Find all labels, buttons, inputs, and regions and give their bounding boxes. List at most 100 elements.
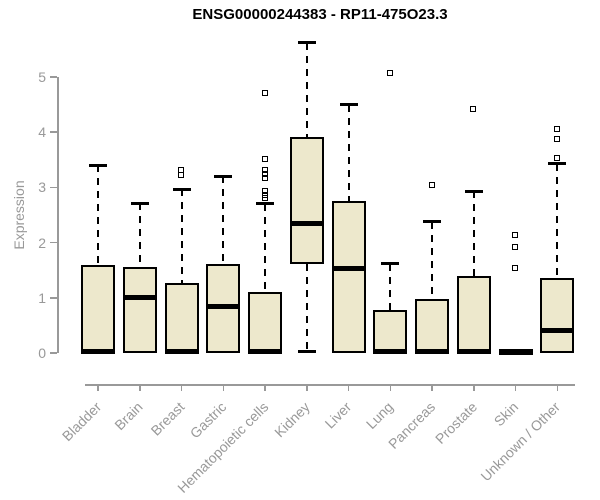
median-line-prostate (456, 348, 491, 354)
upper-whisker-cap-kidney (297, 41, 316, 45)
outlier-point-lung (386, 69, 393, 76)
x-category-label-brain: Brain (111, 398, 146, 434)
upper-whisker-kidney (305, 42, 308, 138)
upper-whisker-cap-pancreas (423, 220, 442, 224)
x-axis-tick (97, 384, 99, 391)
x-axis-tick (180, 384, 183, 391)
upper-whisker-cap-gastric (214, 174, 233, 178)
outlier-point-hematopoietic-cells (261, 90, 268, 97)
median-line-bladder (81, 348, 115, 354)
median-line-hematopoietic-cells (248, 348, 283, 354)
upper-whisker-bladder (97, 165, 99, 265)
x-axis-line (85, 384, 575, 386)
upper-whisker-brain (138, 203, 141, 267)
x-category-label-bladder: Bladder (58, 398, 104, 445)
x-category-label-breast: Breast (147, 398, 188, 439)
y-axis-tick (50, 241, 57, 244)
median-line-gastric (206, 303, 241, 309)
upper-whisker-hematopoietic-cells (264, 203, 267, 293)
upper-whisker-cap-liver (339, 103, 358, 107)
box-prostate (456, 276, 491, 353)
upper-whisker-gastric (222, 176, 225, 265)
upper-whisker-cap-brain (130, 201, 149, 205)
y-axis-tick (50, 297, 57, 299)
y-axis-tick (50, 76, 57, 78)
outlier-point-hematopoietic-cells (261, 195, 268, 202)
x-axis-tick (473, 384, 475, 391)
median-line-skin (498, 349, 533, 355)
outlier-point-unknown-other (553, 126, 560, 133)
upper-whisker-unknown-other (556, 163, 559, 278)
y-tick-label: 4 (38, 124, 46, 141)
x-axis-tick (264, 384, 266, 391)
y-tick-label: 0 (38, 345, 46, 361)
median-line-lung (373, 348, 408, 354)
outlier-point-skin (512, 243, 519, 250)
outlier-point-hematopoietic-cells (261, 170, 268, 177)
median-line-kidney (289, 220, 324, 226)
box-bladder (81, 264, 115, 353)
outlier-point-unknown-other (553, 154, 560, 161)
upper-whisker-cap-bladder (89, 163, 107, 167)
upper-whisker-cap-prostate (464, 189, 483, 193)
y-tick-label: 2 (38, 234, 46, 251)
outlier-point-hematopoietic-cells (261, 167, 268, 174)
x-axis-tick (556, 384, 559, 391)
median-line-breast (164, 348, 199, 354)
upper-whisker-cap-unknown-other (548, 162, 567, 166)
upper-whisker-breast (180, 189, 183, 284)
x-category-label-liver: Liver (321, 398, 355, 432)
outlier-point-skin (512, 265, 519, 272)
chart-title: ENSG00000244383 - RP11-475O23.3 (192, 6, 448, 23)
lower-whisker-kidney (305, 263, 308, 352)
x-category-label-unknown-other: Unknown / Other (477, 398, 564, 485)
upper-whisker-liver (347, 104, 350, 201)
y-tick-label: 3 (38, 179, 46, 196)
x-axis-tick (389, 384, 392, 391)
x-category-label-skin: Skin (491, 398, 522, 430)
box-liver (331, 200, 366, 353)
median-line-pancreas (415, 348, 450, 354)
outlier-point-unknown-other (553, 135, 560, 142)
outlier-point-hematopoietic-cells (261, 192, 268, 199)
x-category-label-kidney: Kidney (271, 398, 313, 441)
x-axis-tick (431, 384, 433, 391)
median-line-brain (122, 295, 157, 301)
outlier-point-breast (178, 171, 185, 178)
upper-whisker-pancreas (431, 221, 434, 300)
x-axis-tick (222, 384, 225, 391)
outlier-point-skin (512, 232, 519, 239)
outlier-point-hematopoietic-cells (261, 155, 268, 162)
outlier-point-breast (178, 167, 185, 174)
y-axis-tick (50, 131, 57, 133)
box-lung (373, 309, 408, 353)
outlier-point-hematopoietic-cells (261, 188, 268, 195)
box-breast (164, 283, 199, 353)
median-line-unknown-other (540, 328, 575, 334)
y-axis-tick (50, 186, 57, 189)
upper-whisker-lung (389, 263, 392, 310)
x-axis-tick (347, 384, 350, 391)
y-axis-line (57, 77, 59, 353)
y-axis-tick (50, 352, 57, 354)
y-axis-label: Expression (11, 180, 27, 250)
x-axis-tick (139, 384, 141, 391)
x-axis-tick (514, 384, 517, 391)
outlier-point-pancreas (428, 182, 435, 189)
x-category-label-lung: Lung (363, 398, 397, 433)
upper-whisker-cap-hematopoietic-cells (256, 202, 275, 206)
median-line-liver (331, 266, 366, 272)
box-brain (122, 266, 157, 353)
outlier-point-hematopoietic-cells (261, 175, 268, 182)
box-hematopoietic-cells (248, 292, 283, 353)
x-axis-tick (306, 384, 308, 391)
outlier-point-prostate (470, 105, 477, 112)
box-unknown-other (540, 277, 575, 353)
x-category-label-prostate: Prostate (431, 398, 480, 447)
box-kidney (289, 137, 324, 264)
upper-whisker-cap-breast (172, 187, 191, 191)
box-pancreas (415, 299, 450, 353)
upper-whisker-prostate (472, 191, 475, 277)
y-tick-label: 5 (38, 69, 46, 85)
